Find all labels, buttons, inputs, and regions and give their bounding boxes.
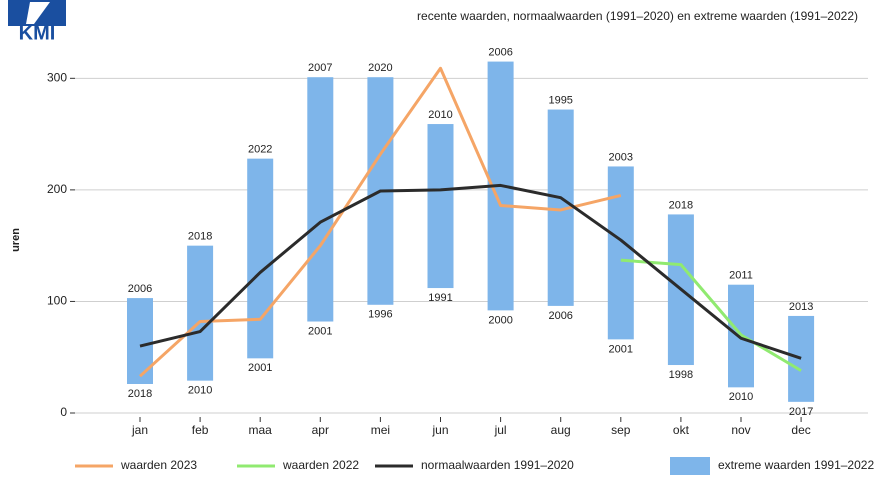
low-label: 1996	[368, 309, 392, 321]
high-label: 2010	[428, 109, 452, 121]
range-bar	[187, 245, 214, 381]
logo: KMI	[8, 0, 66, 44]
high-label: 2022	[248, 144, 272, 156]
low-label: 2001	[248, 362, 272, 374]
x-tick-label: apr	[312, 423, 329, 437]
high-label: 2018	[188, 231, 212, 243]
range-bar	[788, 315, 815, 402]
low-label: 2017	[789, 406, 813, 418]
y-axis-label: uren	[10, 228, 22, 252]
high-label: 2003	[609, 151, 633, 163]
x-tick-label: aug	[551, 423, 571, 437]
low-label: 2001	[609, 343, 633, 355]
subtitle: recente waarden, normaalwaarden (1991–20…	[417, 9, 858, 23]
range-bar	[127, 298, 153, 384]
high-label: 2011	[729, 270, 753, 282]
x-tick-label: dec	[791, 423, 810, 437]
low-label: 2000	[488, 314, 512, 326]
legend-label: waarden 2023	[120, 458, 197, 472]
x-tick-label: feb	[192, 423, 209, 437]
range-bar	[607, 166, 634, 340]
low-label: 1998	[669, 369, 693, 381]
legend-swatch	[670, 457, 710, 475]
legend-label: normaalwaarden 1991–2020	[421, 458, 574, 472]
high-label: 2006	[488, 46, 512, 58]
x-tick-label: okt	[673, 423, 690, 437]
low-label: 1991	[428, 292, 452, 304]
low-label: 2010	[729, 391, 753, 403]
high-label: 1995	[548, 94, 572, 106]
low-label: 2001	[308, 325, 332, 337]
x-tick-label: mei	[371, 423, 390, 437]
x-tick-label: jan	[131, 423, 148, 437]
high-label: 2020	[368, 62, 392, 74]
range-bar	[307, 77, 334, 322]
logo-text: KMI	[19, 22, 56, 44]
y-tick-label: 300	[47, 70, 67, 84]
y-tick-label: 100	[47, 294, 67, 308]
range-bar	[247, 158, 274, 359]
low-label: 2018	[128, 388, 152, 400]
x-tick-label: jul	[494, 423, 507, 437]
x-tick-label: maa	[249, 423, 273, 437]
low-label: 2010	[188, 385, 212, 397]
y-tick-label: 0	[60, 405, 67, 419]
high-label: 2007	[308, 62, 332, 74]
high-label: 2013	[789, 301, 813, 313]
y-tick-label: 200	[47, 182, 67, 196]
series-line	[620, 258, 802, 372]
logo-mark	[26, 2, 50, 24]
x-tick-label: jun	[431, 423, 448, 437]
x-tick-label: nov	[731, 423, 750, 437]
high-label: 2006	[128, 283, 152, 295]
legend-label: waarden 2022	[282, 458, 359, 472]
series-line	[138, 66, 622, 378]
high-label: 2018	[669, 199, 693, 211]
range-bar	[427, 124, 454, 289]
low-label: 2006	[548, 310, 572, 322]
legend-label: extreme waarden 1991–2022	[718, 458, 874, 472]
series-line	[139, 183, 802, 360]
x-tick-label: sep	[611, 423, 631, 437]
